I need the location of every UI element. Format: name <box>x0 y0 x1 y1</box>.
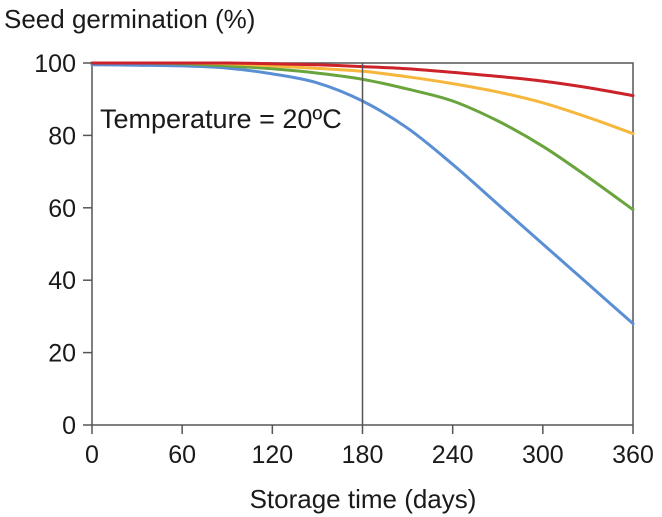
x-tick-label: 60 <box>168 441 196 469</box>
temperature-annotation: Temperature = 20ºC <box>100 104 342 134</box>
y-tick-label: 80 <box>48 122 76 150</box>
x-tick-label: 360 <box>612 441 654 469</box>
y-axis-title: Seed germination (%) <box>4 4 255 34</box>
y-tick-label: 100 <box>34 50 76 78</box>
x-axis-title: Storage time (days) <box>250 484 477 514</box>
x-tick-label: 120 <box>251 441 293 469</box>
y-tick-label: 40 <box>48 267 76 295</box>
y-tick-label: 60 <box>48 195 76 223</box>
x-tick-label: 0 <box>85 441 99 469</box>
x-tick-label: 180 <box>342 441 384 469</box>
y-tick-label: 0 <box>62 412 76 440</box>
axis-layer: 0 60 120 180 240 300 360 0 20 40 60 80 100 <box>34 50 654 469</box>
x-tick-label: 300 <box>522 441 564 469</box>
y-tick-label: 20 <box>48 340 76 368</box>
x-tick-label: 240 <box>432 441 474 469</box>
